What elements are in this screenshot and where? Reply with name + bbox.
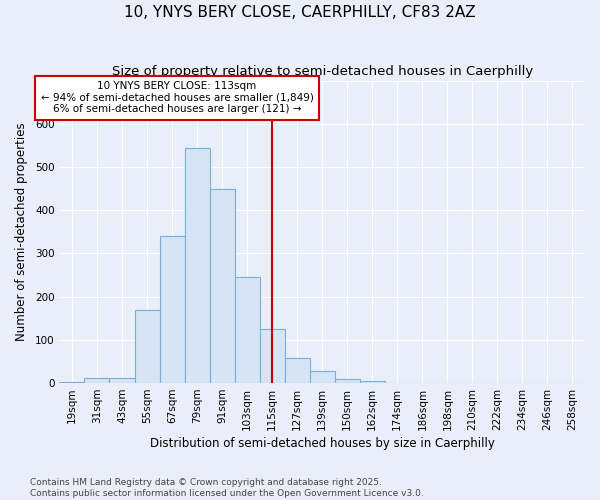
Bar <box>260 329 284 383</box>
Bar <box>310 371 335 383</box>
Text: 10, YNYS BERY CLOSE, CAERPHILLY, CF83 2AZ: 10, YNYS BERY CLOSE, CAERPHILLY, CF83 2A… <box>124 5 476 20</box>
Bar <box>109 378 134 383</box>
Bar <box>335 378 360 383</box>
Bar <box>59 382 85 383</box>
Bar <box>134 310 160 383</box>
Bar <box>85 378 109 383</box>
Bar <box>160 236 185 383</box>
X-axis label: Distribution of semi-detached houses by size in Caerphilly: Distribution of semi-detached houses by … <box>150 437 494 450</box>
Bar <box>284 358 310 383</box>
Bar <box>209 188 235 383</box>
Text: 10 YNYS BERY CLOSE: 113sqm
← 94% of semi-detached houses are smaller (1,849)
6% : 10 YNYS BERY CLOSE: 113sqm ← 94% of semi… <box>41 81 313 114</box>
Title: Size of property relative to semi-detached houses in Caerphilly: Size of property relative to semi-detach… <box>112 65 533 78</box>
Bar <box>235 277 260 383</box>
Bar <box>360 381 385 383</box>
Text: Contains HM Land Registry data © Crown copyright and database right 2025.
Contai: Contains HM Land Registry data © Crown c… <box>30 478 424 498</box>
Y-axis label: Number of semi-detached properties: Number of semi-detached properties <box>15 122 28 341</box>
Bar <box>185 148 209 383</box>
